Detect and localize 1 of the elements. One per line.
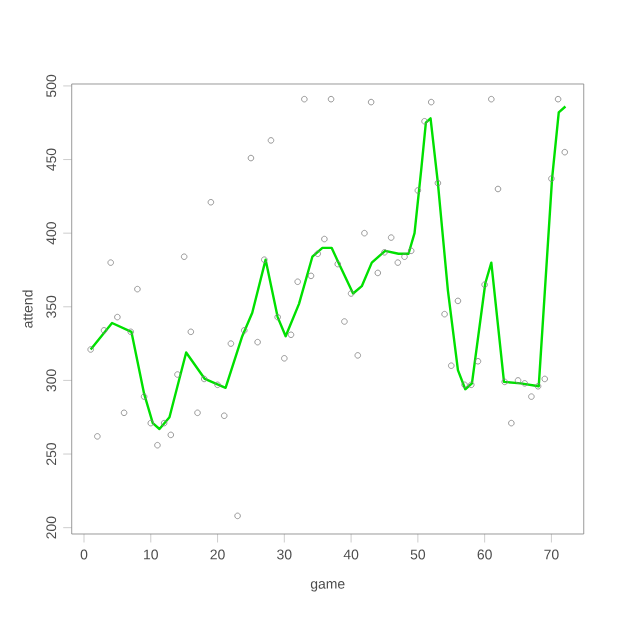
line-series <box>89 105 567 431</box>
